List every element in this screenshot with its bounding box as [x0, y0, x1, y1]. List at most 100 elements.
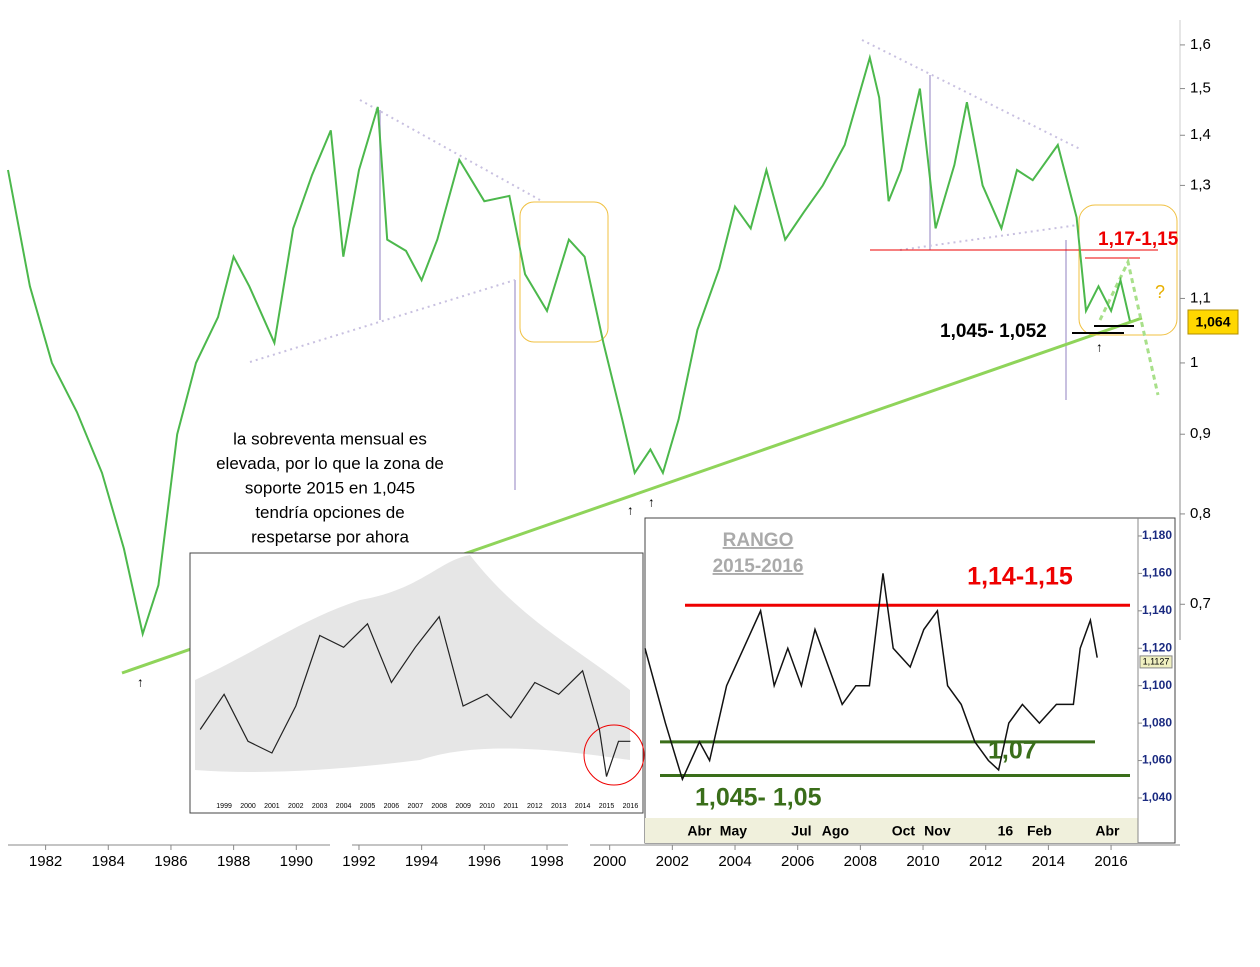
price-line	[199, 615, 631, 777]
x-tick-label: 2000	[593, 853, 626, 870]
question-mark: ?	[1155, 282, 1165, 302]
x-tick-label: 2014	[575, 803, 591, 810]
highlight-circle	[583, 724, 645, 786]
x-tick-label: 1992	[342, 853, 375, 870]
note-line: la sobreventa mensual es	[233, 429, 427, 448]
note-line: elevada, por lo que la zona de	[216, 454, 444, 473]
x-tick-label: 2016	[1094, 853, 1127, 870]
svg-text:↑: ↑	[1096, 339, 1103, 354]
y-tick-label: 0,9	[1190, 425, 1211, 442]
svg-text:↑: ↑	[648, 494, 655, 509]
x-tick-label: 1984	[92, 853, 125, 870]
vertical-lines	[379, 75, 1067, 490]
y-tick-label: 1,120	[1142, 640, 1172, 654]
y-tick-label: 1,6	[1190, 36, 1211, 53]
x-tick-label: 2002	[656, 853, 689, 870]
inset-x-axis-band	[645, 818, 1138, 843]
x-tick-label: 2006	[781, 853, 814, 870]
x-tick-label: Jul	[791, 823, 811, 839]
x-tick-label: 1994	[405, 853, 438, 870]
y-tick-label: 1,180	[1142, 528, 1172, 542]
y-tick-label: 1,4	[1190, 126, 1211, 143]
y-tick-label: 1,060	[1142, 753, 1172, 767]
highlight-box	[519, 201, 609, 343]
x-tick-label: 1990	[280, 853, 313, 870]
x-tick-label: 2010	[479, 803, 495, 810]
svg-text:↑: ↑	[627, 502, 634, 517]
y-tick-label: 1,040	[1142, 790, 1172, 804]
x-tick-label: Abr	[1095, 823, 1120, 839]
x-tick-label: 1998	[530, 853, 563, 870]
highlight-box	[1078, 204, 1178, 336]
x-tick-label: 2015	[599, 803, 615, 810]
x-tick-label: 2012	[527, 803, 543, 810]
x-tick-label: 2003	[312, 803, 328, 810]
x-tick-label: 2000	[240, 803, 256, 810]
oscillator-inset: 1999 2000 2001 2002 2003 2004 2005 2006 2007 2008…	[189, 552, 645, 814]
x-tick-label: 2004	[336, 803, 352, 810]
x-tick-label: 2013	[551, 803, 567, 810]
x-tick-label: 2005	[360, 803, 376, 810]
resistance-label: 1,14-1,15	[967, 563, 1073, 591]
x-tick-label: 2016	[623, 803, 639, 810]
x-tick-label: 2004	[718, 853, 751, 870]
x-tick-label: 2012	[969, 853, 1002, 870]
last-price: 1,1127	[1143, 656, 1170, 666]
y-tick-label: 1,080	[1142, 715, 1172, 729]
svg-text:↑: ↑	[137, 674, 144, 689]
note-line: respetarse por ahora	[251, 527, 409, 546]
last-price-box	[1139, 655, 1173, 669]
support-label: 1,045- 1,052	[940, 321, 1047, 342]
x-tick-label: 2001	[264, 803, 280, 810]
resistance-label: 1,17-1,15	[1098, 229, 1179, 250]
x-tick-label: May	[720, 823, 747, 839]
x-tick-label: 2002	[288, 803, 304, 810]
inset-frame	[644, 517, 1176, 844]
triangle-lines	[249, 39, 1083, 363]
price-line	[644, 573, 1098, 782]
x-tick-label: Oct	[892, 823, 916, 839]
support-label: 1,045- 1,05	[695, 784, 822, 812]
last-price-box	[1187, 309, 1239, 335]
price-line	[7, 53, 1131, 638]
x-tick-label: 2006	[384, 803, 400, 810]
x-tick-label: 2014	[1032, 853, 1065, 870]
y-tick-label: 1,160	[1142, 566, 1172, 580]
x-tick-label: 2007	[408, 803, 424, 810]
projection	[1098, 257, 1160, 396]
y-tick-label: 1,1	[1190, 289, 1211, 306]
x-tick-label: 2011	[503, 803, 518, 810]
arrows: ↑ ↑ ↑ ↑	[137, 339, 1103, 689]
main-chart: 1,17-1,15 1,045- 1,052 ? ↑ ↑ ↑ ↑ la sobrev…	[7, 20, 1239, 870]
x-tick-label: 1982	[29, 853, 62, 870]
y-tick-label: 1	[1190, 354, 1198, 371]
x-tick-label: Ago	[822, 823, 849, 839]
x-tick-label: 16	[998, 823, 1014, 839]
x-tick-label: 2008	[844, 853, 877, 870]
note: la sobreventa mensual es elevada, por lo …	[216, 429, 444, 546]
inset-title: 2015-2016	[713, 556, 804, 577]
range-inset: RANGO 2015-2016 1,14-1,15 1,07 1,045- 1,…	[644, 517, 1176, 844]
y-tick-label: 1,5	[1190, 80, 1211, 97]
inset-title: RANGO	[723, 530, 794, 551]
x-tick-label: 2010	[906, 853, 939, 870]
x-tick-label: Feb	[1027, 823, 1052, 839]
y-tick-label: 1,140	[1142, 603, 1172, 617]
y-tick-label: 1,3	[1190, 176, 1211, 193]
x-tick-label: 2008	[431, 803, 447, 810]
last-price: 1,064	[1195, 314, 1230, 330]
x-tick-label: 2009	[455, 803, 471, 810]
band	[195, 555, 630, 772]
note-line: soporte 2015 en 1,045	[245, 478, 415, 497]
x-tick-label: 1988	[217, 853, 250, 870]
y-tick-label: 0,8	[1190, 505, 1211, 522]
y-tick-label: 0,7	[1190, 595, 1211, 612]
x-tick-label: 1999	[216, 803, 232, 810]
x-tick-label: 1996	[468, 853, 501, 870]
x-tick-label: Abr	[687, 823, 712, 839]
x-tick-label: Nov	[924, 823, 951, 839]
note-line: tendría opciones de	[255, 503, 404, 522]
x-tick-label: 1986	[154, 853, 187, 870]
y-tick-label: 1,100	[1142, 678, 1172, 692]
